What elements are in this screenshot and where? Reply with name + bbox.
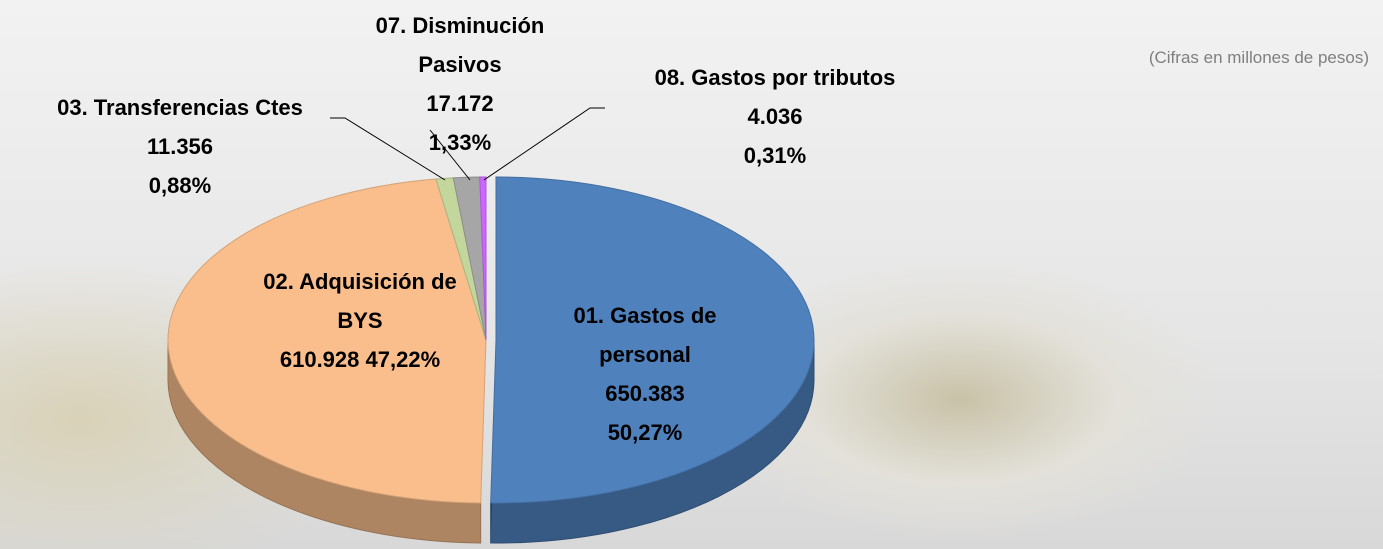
value-label: 4.036 xyxy=(747,104,802,129)
slice-label: 02. Adquisición de BYS 610.928 47,22% xyxy=(240,262,480,379)
percent-label: 47,22% xyxy=(366,347,441,372)
percent-label: 1,33% xyxy=(429,130,491,155)
category-label: 07. Disminución Pasivos xyxy=(376,13,545,77)
percent-label: 0,31% xyxy=(744,143,806,168)
slice-label: 08. Gastos por tributos 4.036 0,31% xyxy=(615,58,935,175)
category-label: 03. Transferencias Ctes xyxy=(57,95,303,120)
value-label: 610.928 xyxy=(280,347,360,372)
note: (Cifras en millones de pesos) xyxy=(1149,48,1369,68)
category-label: 02. Adquisición de BYS xyxy=(263,269,457,333)
value-label: 650.383 xyxy=(605,381,685,406)
slice-label: 07. Disminución Pasivos 17.172 1,33% xyxy=(370,6,550,162)
slice-label: 03. Transferencias Ctes 11.356 0,88% xyxy=(20,88,340,205)
slice-label: 01. Gastos de personal 650.383 50,27% xyxy=(545,296,745,452)
percent-label: 0,88% xyxy=(149,173,211,198)
value-label: 11.356 xyxy=(147,134,213,159)
category-label: 08. Gastos por tributos xyxy=(655,65,896,90)
value-label: 17.172 xyxy=(426,91,493,116)
percent-label: 50,27% xyxy=(608,420,683,445)
page: (Cifras en millones de pesos) 01. Gastos… xyxy=(0,0,1383,549)
category-label: 01. Gastos de personal xyxy=(573,303,716,367)
